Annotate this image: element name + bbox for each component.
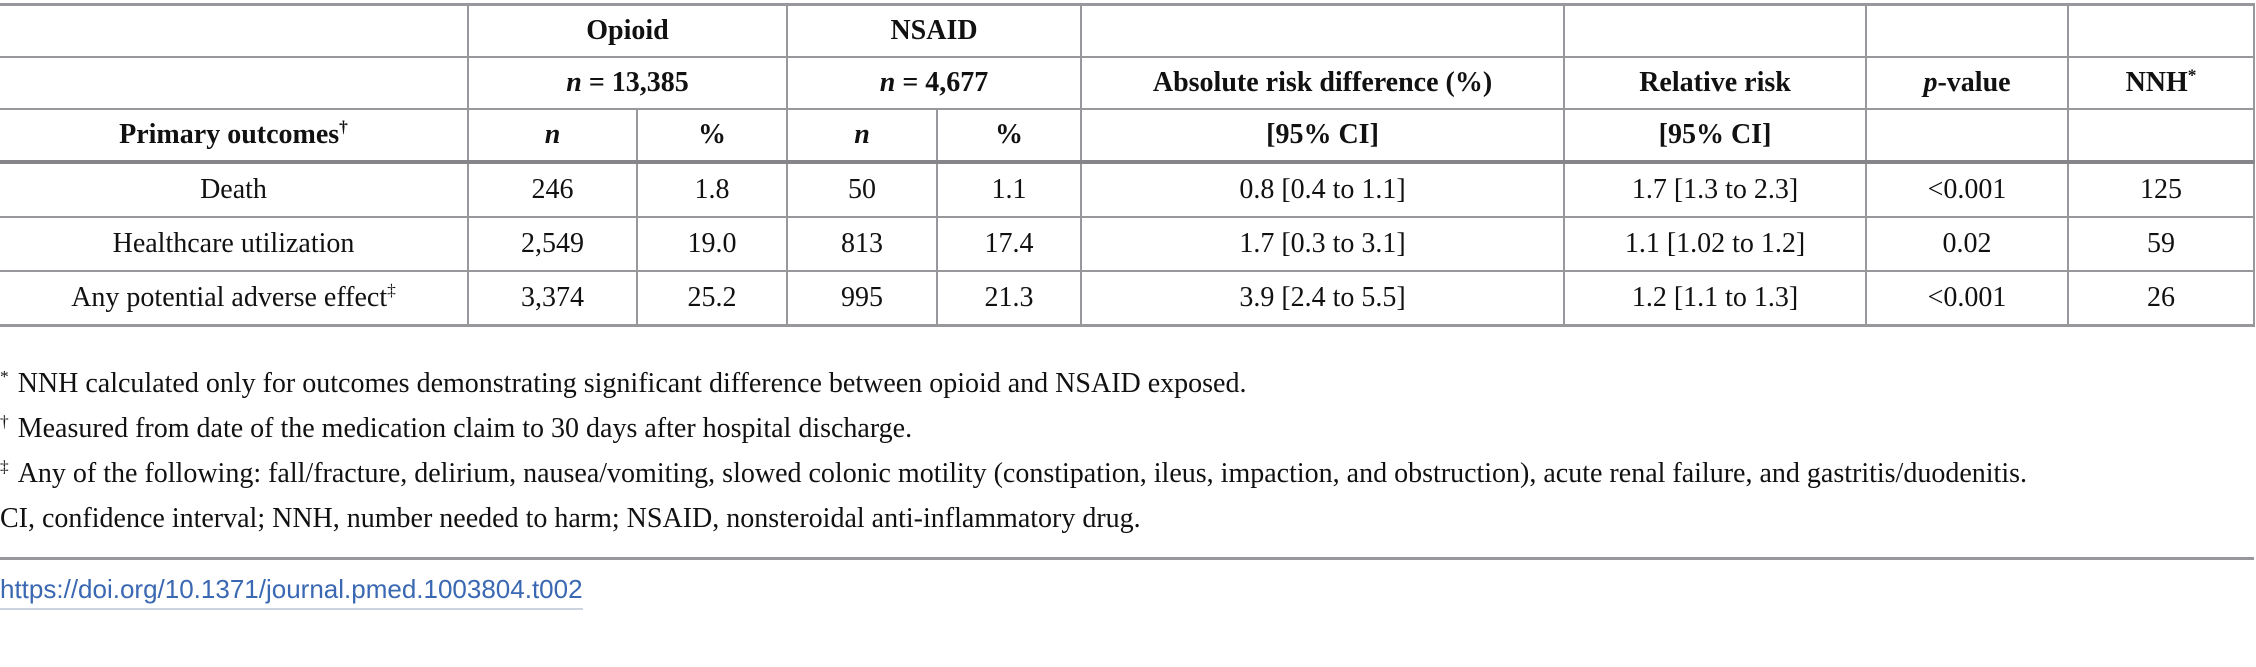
- outcome-label: Any potential adverse effect: [71, 282, 388, 313]
- table-row-healthcare-utilization: Healthcare utilization 2,549 19.0 813 17…: [0, 217, 2256, 272]
- absolute-risk-cell: 1.7 [0.3 to 3.1]: [1081, 217, 1566, 272]
- col-header-nsaid-pct: %: [937, 109, 1083, 164]
- nsaid-n-cell: 813: [787, 217, 939, 272]
- col-header-nsaid-n: n: [787, 109, 939, 164]
- opioid-n-cell: 2,549: [468, 217, 638, 272]
- empty-cell: [1866, 109, 2070, 164]
- col-header-absolute-risk: Absolute risk difference (%): [1081, 57, 1566, 110]
- outcome-cell: Any potential adverse effect‡: [0, 271, 469, 327]
- sample-size-header-row: n = 13,385 n = 4,677 Absolute risk diffe…: [0, 57, 2256, 110]
- outcome-label: Healthcare utilization: [112, 228, 355, 259]
- nsaid-pct-cell: 17.4: [937, 217, 1083, 272]
- opioid-n-cell: 3,374: [468, 271, 638, 327]
- n-symbol: n: [854, 119, 870, 150]
- opioid-n-value: = 13,385: [581, 67, 689, 98]
- opioid-sample-size: n = 13,385: [468, 57, 789, 110]
- col-header-nnh: NNH*: [2068, 57, 2256, 110]
- footnote-text: CI, confidence interval; NNH, number nee…: [0, 503, 1141, 534]
- ci-label: [95% CI]: [1266, 119, 1379, 150]
- asterisk-mark: *: [0, 366, 9, 386]
- outcome-cell: Death: [0, 162, 469, 218]
- col-header-opioid-n: n: [468, 109, 638, 164]
- outcome-cell: Healthcare utilization: [0, 217, 469, 272]
- p-value-label: -value: [1937, 67, 2011, 98]
- footnote-text: Measured from date of the medication cla…: [17, 413, 913, 444]
- footnote-adverse-effects: ‡ Any of the following: fall/fracture, de…: [0, 451, 2256, 496]
- double-dagger-mark: ‡: [0, 456, 9, 476]
- nsaid-n-value: = 4,677: [895, 67, 989, 98]
- nnh-asterisk: *: [2187, 65, 2197, 85]
- nsaid-sample-size: n = 4,677: [787, 57, 1083, 110]
- col-header-absolute-risk-ci: [95% CI]: [1081, 109, 1566, 164]
- absolute-risk-cell: 0.8 [0.4 to 1.1]: [1081, 162, 1566, 218]
- doi-link[interactable]: https://doi.org/10.1371/journal.pmed.100…: [0, 574, 583, 610]
- absolute-risk-cell: 3.9 [2.4 to 5.5]: [1081, 271, 1566, 327]
- col-header-relative-risk: Relative risk: [1564, 57, 1868, 110]
- p-symbol: p: [1923, 67, 1938, 98]
- footnotes-block: * NNH calculated only for outcomes demons…: [0, 361, 2256, 541]
- empty-cell: [1866, 4, 2070, 58]
- group-header-opioid: Opioid: [468, 4, 789, 58]
- nsaid-pct-cell: 21.3: [937, 271, 1083, 327]
- group-header-nsaid: NSAID: [787, 4, 1083, 58]
- p-value-cell: <0.001: [1866, 162, 2070, 218]
- footnote-text: Any of the following: fall/fracture, del…: [17, 458, 2027, 489]
- empty-cell: [0, 57, 469, 110]
- percent-symbol: %: [698, 119, 726, 150]
- opioid-pct-cell: 19.0: [637, 217, 789, 272]
- relative-risk-cell: 1.7 [1.3 to 2.3]: [1564, 162, 1868, 218]
- outcome-label: Death: [200, 174, 267, 205]
- nnh-label: NNH: [2125, 67, 2188, 98]
- ci-label: [95% CI]: [1658, 119, 1772, 150]
- table-row-death: Death 246 1.8 50 1.1 0.8 [0.4 to 1.1] 1.…: [0, 162, 2256, 218]
- empty-cell: [1564, 4, 1868, 58]
- empty-cell: [2068, 109, 2256, 164]
- group-header-row: Opioid NSAID: [0, 4, 2256, 58]
- col-header-p-value: p-value: [1866, 57, 2070, 110]
- divider-rule: [0, 557, 2254, 560]
- percent-symbol: %: [995, 119, 1024, 150]
- footnote-abbreviations: CI, confidence interval; NNH, number nee…: [0, 496, 2256, 541]
- footnote-measurement: † Measured from date of the medication cl…: [0, 406, 2256, 451]
- empty-cell: [2068, 4, 2256, 58]
- n-symbol: n: [879, 67, 896, 98]
- stub-header-primary-outcomes: Primary outcomes†: [0, 109, 469, 164]
- nnh-cell: 125: [2068, 162, 2256, 218]
- empty-cell: [0, 4, 469, 58]
- nnh-cell: 59: [2068, 217, 2256, 272]
- primary-outcomes-label: Primary outcomes: [119, 119, 340, 150]
- dagger-mark: †: [0, 411, 9, 431]
- opioid-label: Opioid: [586, 15, 669, 46]
- p-value-cell: 0.02: [1866, 217, 2070, 272]
- nsaid-label: NSAID: [890, 15, 978, 46]
- opioid-pct-cell: 25.2: [637, 271, 789, 327]
- relative-risk-cell: 1.1 [1.02 to 1.2]: [1564, 217, 1868, 272]
- opioid-pct-cell: 1.8: [637, 162, 789, 218]
- n-symbol: n: [566, 67, 582, 98]
- primary-outcomes-table: Opioid NSAID n = 13,385 n = 4,677 Absolu…: [0, 3, 2256, 327]
- nsaid-n-cell: 995: [787, 271, 939, 327]
- relative-risk-cell: 1.2 [1.1 to 1.3]: [1564, 271, 1868, 327]
- sub-header-row: Primary outcomes† n % n % [95% CI] [95% …: [0, 109, 2256, 164]
- n-symbol: n: [544, 119, 561, 150]
- col-header-opioid-pct: %: [637, 109, 789, 164]
- opioid-n-cell: 246: [468, 162, 638, 218]
- double-dagger-mark: ‡: [387, 280, 396, 300]
- page: Opioid NSAID n = 13,385 n = 4,677 Absolu…: [0, 3, 2256, 610]
- nnh-cell: 26: [2068, 271, 2256, 327]
- nsaid-pct-cell: 1.1: [937, 162, 1083, 218]
- p-value-cell: <0.001: [1866, 271, 2070, 327]
- dagger-mark: †: [339, 117, 348, 137]
- nsaid-n-cell: 50: [787, 162, 939, 218]
- table-row-adverse-effect: Any potential adverse effect‡ 3,374 25.2…: [0, 271, 2256, 327]
- footnote-text: NNH calculated only for outcomes demonst…: [17, 368, 1247, 399]
- col-header-relative-risk-ci: [95% CI]: [1564, 109, 1868, 164]
- relative-risk-label: Relative risk: [1639, 67, 1791, 98]
- absolute-risk-label: Absolute risk difference (%): [1152, 67, 1493, 98]
- footnote-nnh: * NNH calculated only for outcomes demons…: [0, 361, 2256, 406]
- empty-cell: [1081, 4, 1566, 58]
